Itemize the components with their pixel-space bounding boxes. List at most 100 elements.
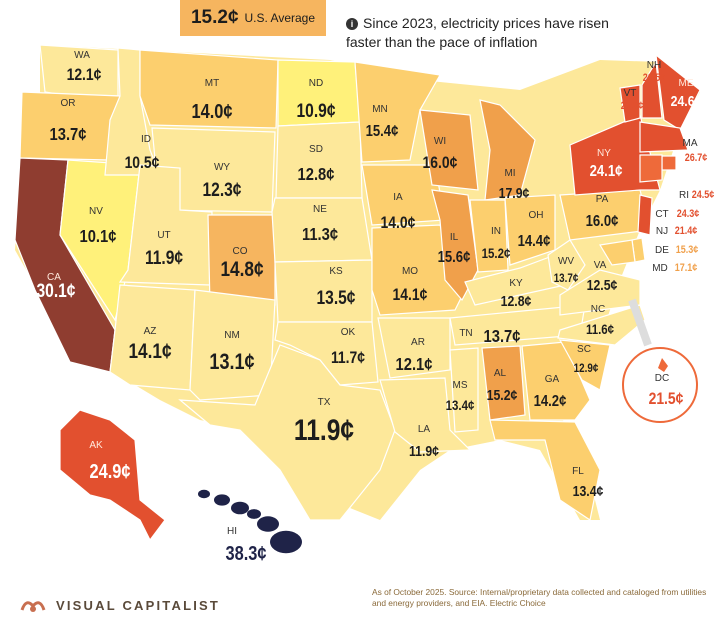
us-average-label: U.S. Average <box>244 11 316 25</box>
state-mn-shape <box>354 61 441 163</box>
state-ct-abbr: CT <box>655 209 668 220</box>
state-wi-value: 16.0¢ <box>423 154 458 173</box>
state-fl-shape <box>489 419 601 521</box>
state-va-abbr: VA <box>594 260 607 271</box>
state-ak-shape <box>59 409 166 542</box>
state-ga-abbr: GA <box>545 374 560 385</box>
state-mn-abbr: MN <box>372 104 388 115</box>
state-ok-abbr: OK <box>341 327 356 338</box>
state-mt-value: 14.0¢ <box>192 99 233 122</box>
state-wy-value: 12.3¢ <box>203 179 242 201</box>
state-id-abbr: ID <box>141 134 151 145</box>
state-az-abbr: AZ <box>144 326 157 337</box>
state-wa-value: 12.1¢ <box>67 66 102 85</box>
state-ct-value: 24.3¢ <box>677 208 700 220</box>
us-average-box: 15.2¢ U.S. Average <box>180 0 326 36</box>
state-in-abbr: IN <box>491 226 501 237</box>
dc-callout-circle <box>622 347 698 423</box>
state-mt-abbr: MT <box>205 78 219 89</box>
state-dc-shape <box>658 358 668 372</box>
state-al-value: 15.2¢ <box>487 387 518 403</box>
state-ms-abbr: MS <box>453 380 468 391</box>
state-ca-value: 30.1¢ <box>37 280 76 302</box>
state-ga-value: 14.2¢ <box>534 393 567 410</box>
state-in-shape <box>469 199 509 273</box>
inflation-note-text: Since 2023, electricity prices have rise… <box>346 15 609 50</box>
state-sd-shape <box>275 121 363 199</box>
state-pa-abbr: PA <box>596 194 609 205</box>
state-sd-value: 12.8¢ <box>298 165 335 185</box>
state-nv-abbr: NV <box>89 206 103 217</box>
state-wi-abbr: WI <box>434 136 446 147</box>
state-de-abbr: DE <box>655 245 669 256</box>
state-tx-shape <box>178 344 396 521</box>
state-shapes <box>14 44 701 554</box>
state-ky-abbr: KY <box>509 278 523 289</box>
state-nv-value: 10.1¢ <box>80 227 117 247</box>
state-me-abbr: ME <box>679 78 694 89</box>
state-il-abbr: IL <box>450 232 459 243</box>
state-wi-shape <box>419 109 479 191</box>
state-la-shape <box>379 377 472 453</box>
state-sc-abbr: SC <box>577 344 591 355</box>
state-mi-value: 17.9¢ <box>499 185 530 201</box>
state-id-value: 10.5¢ <box>125 154 160 173</box>
state-al-abbr: AL <box>494 368 507 379</box>
state-fl-value: 13.4¢ <box>573 483 604 499</box>
state-sc-value: 12.9¢ <box>574 362 599 375</box>
state-al-shape <box>481 345 526 421</box>
state-tx-value: 11.9¢ <box>294 413 354 447</box>
info-icon: i <box>346 18 358 30</box>
state-ar-value: 12.1¢ <box>396 355 433 375</box>
state-nd-value: 10.9¢ <box>297 100 336 122</box>
state-oh-value: 14.4¢ <box>518 233 551 250</box>
state-or-abbr: OR <box>61 98 76 109</box>
state-dc-value: 21.5¢ <box>649 390 684 409</box>
state-az-value: 14.1¢ <box>128 341 171 364</box>
state-nc-abbr: NC <box>591 304 605 315</box>
state-ak-abbr: AK <box>89 440 103 451</box>
state-nc-shape <box>557 304 646 346</box>
state-ri-value: 24.5¢ <box>692 189 715 201</box>
state-ny-value: 24.1¢ <box>590 163 623 180</box>
state-ms-value: 13.4¢ <box>446 397 475 413</box>
state-pa-value: 16.0¢ <box>586 213 619 230</box>
state-nm-value: 13.1¢ <box>209 350 254 374</box>
visual-capitalist-logo-icon <box>20 601 46 612</box>
state-az-shape <box>109 284 196 391</box>
state-va-value: 12.5¢ <box>587 277 618 293</box>
state-ks-value: 13.5¢ <box>317 287 356 309</box>
state-me-value: 24.6¢ <box>671 93 702 109</box>
state-in-value: 15.2¢ <box>482 245 511 261</box>
inflation-note: i Since 2023, electricity prices have ris… <box>346 14 646 52</box>
state-nh-shape <box>641 60 663 119</box>
state-ma-abbr: MA <box>683 138 698 149</box>
state-vt-abbr: VT <box>624 88 637 99</box>
state-nd-abbr: ND <box>309 78 323 89</box>
state-dc-abbr: DC <box>655 373 669 384</box>
state-hi-abbr: HI <box>227 526 237 537</box>
state-vt-value: 21.5¢ <box>621 100 644 112</box>
state-ia-value: 14.0¢ <box>381 214 416 233</box>
state-fl-abbr: FL <box>572 466 584 477</box>
state-ma-value: 26.7¢ <box>685 152 708 164</box>
state-nc-value: 11.6¢ <box>586 321 614 337</box>
state-ne-abbr: NE <box>313 204 327 215</box>
state-md-value: 17.1¢ <box>675 262 698 274</box>
state-tn-value: 13.7¢ <box>484 327 521 347</box>
state-ak-value: 24.9¢ <box>90 459 131 482</box>
state-ny-abbr: NY <box>597 148 611 159</box>
state-ar-shape <box>377 317 451 379</box>
state-tn-abbr: TN <box>459 328 472 339</box>
state-ri-shape <box>661 155 677 171</box>
state-md-shape <box>599 239 636 266</box>
state-vt-shape <box>619 84 641 123</box>
state-sc-shape <box>558 339 611 391</box>
state-ks-abbr: KS <box>329 266 343 277</box>
state-mi-shape <box>479 99 536 201</box>
state-nm-shape <box>189 289 276 401</box>
state-ky-value: 12.8¢ <box>501 293 532 309</box>
state-ma-shape <box>639 121 689 153</box>
